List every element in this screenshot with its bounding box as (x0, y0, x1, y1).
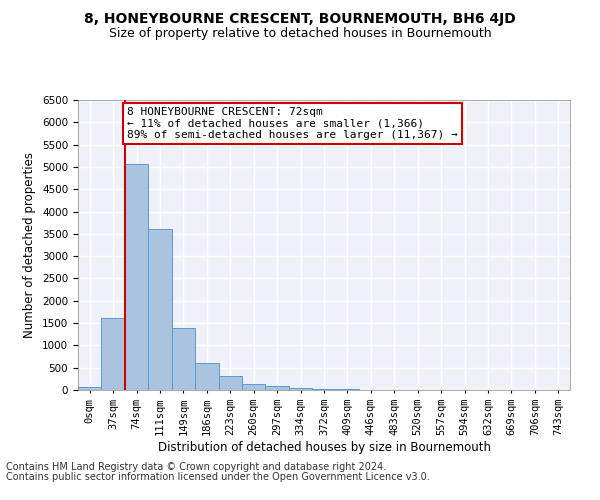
Bar (125, 164, 148, 390)
Text: 8 HONEYBOURNE CRESCENT: 72sqm
← 11% of detached houses are smaller (1,366)
89% o: 8 HONEYBOURNE CRESCENT: 72sqm ← 11% of d… (127, 106, 458, 140)
Text: Size of property relative to detached houses in Bournemouth: Size of property relative to detached ho… (109, 28, 491, 40)
X-axis label: Distribution of detached houses by size in Bournemouth: Distribution of detached houses by size … (157, 440, 491, 454)
Bar (148, 230, 172, 390)
Bar (172, 328, 195, 390)
Bar (289, 388, 312, 390)
Bar (101, 318, 125, 390)
Text: 8, HONEYBOURNE CRESCENT, BOURNEMOUTH, BH6 4JD: 8, HONEYBOURNE CRESCENT, BOURNEMOUTH, BH… (84, 12, 516, 26)
Bar (218, 376, 242, 390)
Y-axis label: Number of detached properties: Number of detached properties (23, 152, 37, 338)
Bar (195, 363, 218, 390)
Bar (312, 388, 336, 390)
Bar (242, 384, 265, 390)
Text: Contains HM Land Registry data © Crown copyright and database right 2024.: Contains HM Land Registry data © Crown c… (6, 462, 386, 472)
Bar (265, 386, 289, 390)
Bar (78, 386, 101, 390)
Text: Contains public sector information licensed under the Open Government Licence v3: Contains public sector information licen… (6, 472, 430, 482)
